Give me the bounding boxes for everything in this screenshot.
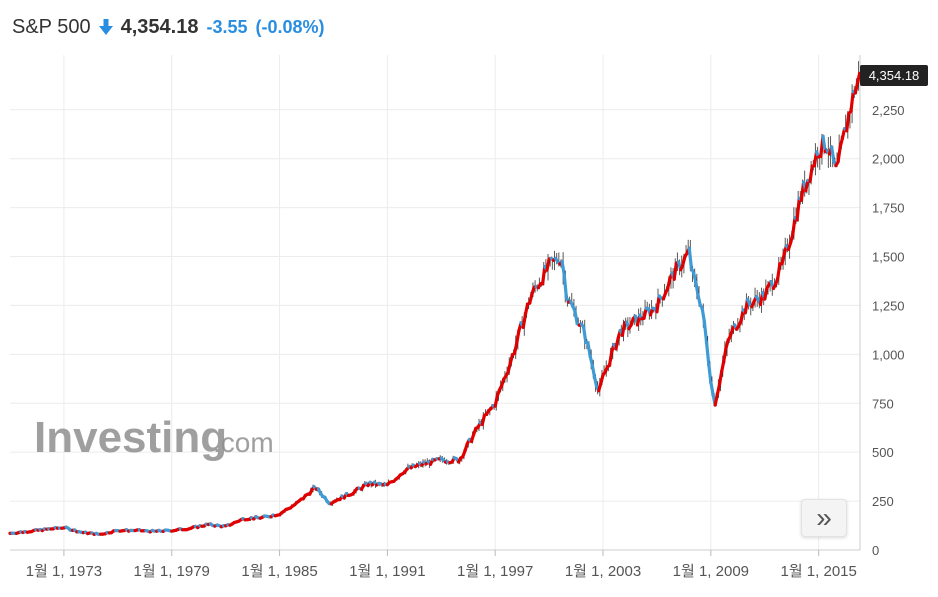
- candle-body: [795, 196, 801, 222]
- y-tick-label: 750: [872, 396, 894, 411]
- candle-body: [791, 216, 797, 237]
- price-tag-label: 4,354.18: [869, 68, 920, 83]
- price-change: -3.55: [206, 16, 248, 37]
- candle-body: [715, 383, 722, 397]
- candle-body: [702, 320, 709, 344]
- quote-header: S&P 500 4,354.18 -3.55 (-0.08%): [12, 12, 325, 42]
- candle-body: [521, 313, 527, 329]
- down-arrow-icon: [98, 19, 113, 35]
- y-tick-label: 2,250: [872, 103, 905, 118]
- x-tick-label: 1월 1, 2009: [673, 563, 749, 580]
- scroll-to-latest-button[interactable]: »: [801, 499, 847, 537]
- price-series: [8, 61, 862, 536]
- candle-body: [562, 272, 568, 299]
- double-chevron-right-icon: »: [816, 502, 832, 533]
- candle-body: [855, 71, 862, 85]
- candle-body: [709, 380, 715, 396]
- candle-body: [722, 346, 728, 363]
- price-change-percent: (-0.08%): [255, 16, 325, 37]
- candle-body: [560, 259, 566, 277]
- candle-body: [590, 363, 596, 379]
- candle-body: [582, 325, 588, 344]
- candle-body: [830, 145, 836, 163]
- x-tick-label: 1월 1, 1997: [457, 563, 533, 580]
- candle-body: [821, 134, 827, 153]
- y-tick-label: 0: [872, 543, 879, 558]
- candle-body: [763, 286, 769, 301]
- candle-body: [513, 341, 519, 355]
- candle-body: [642, 306, 648, 320]
- candle-body: [696, 292, 702, 307]
- x-tick-label: 1월 1, 1973: [26, 563, 102, 580]
- candle-body: [607, 350, 614, 367]
- candle-body: [592, 374, 599, 388]
- candle-body: [620, 321, 627, 337]
- candle-body: [666, 277, 672, 290]
- x-tick-label: 1월 1, 2015: [780, 563, 856, 580]
- price-tag: 4,354.18: [860, 65, 928, 86]
- candle-body: [720, 359, 726, 374]
- candle-body: [713, 393, 719, 407]
- candle-body: [804, 178, 810, 193]
- index-name: S&P 500: [12, 15, 91, 38]
- price-chart[interactable]: Investing .com 0 250 500 750 1,000 1,250 1,500…: [0, 55, 938, 597]
- watermark-logo: Investing: [34, 413, 227, 462]
- y-tick-label: 1,000: [872, 347, 905, 362]
- candle-body: [672, 261, 678, 281]
- candle-body: [704, 340, 711, 366]
- last-price: 4,354.18: [120, 15, 199, 38]
- candle-body: [780, 252, 786, 266]
- candle-body: [707, 362, 713, 384]
- y-axis: 0 250 500 750 1,000 1,250 1,500 1,750 2,000 2,250: [872, 103, 905, 558]
- y-tick-label: 2,000: [872, 152, 905, 167]
- x-tick-label: 1월 1, 1979: [134, 563, 210, 580]
- candle-body: [655, 294, 661, 314]
- candle-body: [700, 306, 706, 324]
- y-tick-label: 250: [872, 494, 894, 509]
- x-tick-label: 1월 1, 1985: [241, 563, 317, 580]
- y-tick-label: 1,250: [872, 298, 905, 313]
- candle-body: [853, 81, 860, 95]
- chart-grid: [10, 55, 861, 551]
- candle-body: [523, 302, 530, 317]
- x-tick-label: 1월 1, 2003: [565, 563, 641, 580]
- candle-body: [614, 336, 620, 351]
- candle-body: [717, 370, 724, 387]
- candle-body: [776, 262, 782, 281]
- price-tag-bg: [860, 65, 928, 86]
- candle-body: [586, 341, 592, 358]
- candle-body: [687, 246, 694, 271]
- candle-body: [694, 280, 700, 296]
- x-axis: 1월 1, 1973 1월 1, 1979 1월 1, 1985 1월 1, 1991…: [26, 550, 857, 580]
- candle-body: [493, 394, 499, 408]
- y-tick-label: 1,500: [872, 250, 905, 265]
- candle-body: [541, 265, 547, 286]
- candle-body: [836, 145, 842, 164]
- candle-body: [545, 257, 551, 272]
- y-tick-label: 500: [872, 445, 894, 460]
- x-tick-label: 1월 1, 1991: [349, 563, 425, 580]
- candle-body: [808, 164, 814, 184]
- y-tick-label: 1,750: [872, 201, 905, 216]
- candle-body: [515, 328, 521, 345]
- candle-body: [573, 309, 579, 326]
- candle-body: [849, 90, 855, 113]
- watermark-logo-suffix: .com: [213, 427, 274, 458]
- candle-body: [845, 111, 851, 133]
